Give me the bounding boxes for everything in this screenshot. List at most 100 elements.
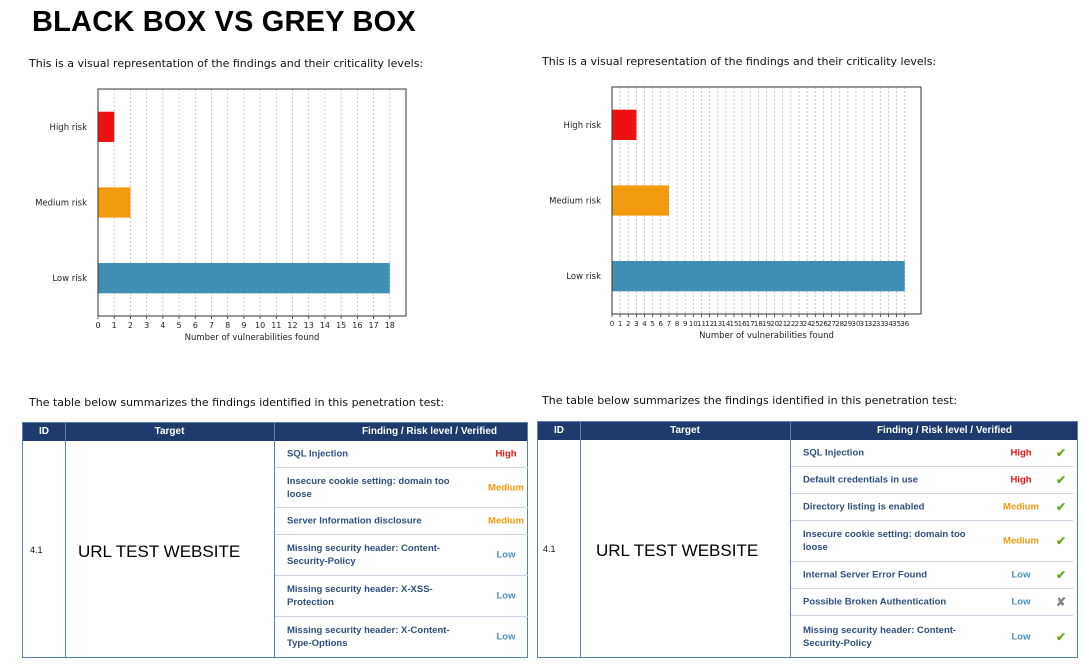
finding-row: Default credentials in use High ✔ — [791, 467, 1073, 494]
tick-label: 12 — [705, 320, 714, 328]
verified-check-icon: ✔ — [1056, 629, 1067, 644]
chart-intro-text: This is a visual representation of the f… — [29, 57, 424, 70]
risk-level: Low — [496, 631, 516, 643]
finding-row: SQL Injection High — [275, 441, 528, 468]
chart-intro-text: This is a visual representation of the f… — [542, 55, 937, 68]
tick-label: 36 — [900, 320, 909, 328]
tick-label: 4 — [642, 320, 647, 328]
tick-label: 5 — [177, 321, 182, 330]
bar-low-risk — [98, 263, 390, 294]
tick-label: 29 — [843, 320, 852, 328]
header-target: Target — [670, 425, 700, 436]
header-finding: Finding / Risk level / Verified — [361, 426, 497, 437]
risk-level: Low — [1011, 631, 1031, 642]
tick-label: 0 — [95, 321, 100, 330]
risk-level: Low — [496, 590, 516, 602]
tick-label: 20 — [770, 320, 779, 328]
tick-label: 7 — [209, 321, 214, 330]
tick-label: 19 — [762, 320, 771, 328]
not-verified-cross-icon: ✘ — [1056, 595, 1067, 609]
tick-label: 14 — [320, 321, 330, 330]
findings-table: ID Target Finding / Risk level / Verifie… — [22, 422, 528, 658]
header-finding: Finding / Risk level / Verified — [876, 425, 1012, 436]
tick-label: 17 — [368, 321, 378, 330]
tick-label: 1 — [618, 320, 622, 328]
category-label: High risk — [50, 123, 88, 133]
bar-high-risk — [612, 109, 637, 140]
tick-label: 1 — [112, 321, 117, 330]
finding-row: Insecure cookie setting: domain too loos… — [791, 521, 1073, 562]
tick-label: 13 — [304, 321, 314, 330]
tick-label: 15 — [730, 320, 739, 328]
bar-high-risk — [98, 111, 115, 142]
tick-label: 33 — [876, 320, 885, 328]
tick-label: 3 — [634, 320, 638, 328]
grey-box-panel: This is a visual representation of the f… — [537, 0, 1082, 671]
risk-level: Medium — [1003, 535, 1039, 547]
target-cell: URL TEST WEBSITE — [78, 542, 241, 561]
risk-level: Low — [1011, 569, 1031, 581]
finding-row: Missing security header: X-Content-Type-… — [275, 617, 528, 657]
finding-name: Insecure cookie setting: domain too loos… — [287, 475, 450, 500]
tick-label: 15 — [336, 321, 346, 330]
id-cell: 4.1 — [30, 545, 43, 555]
tick-label: 21 — [778, 320, 787, 328]
tick-label: 7 — [667, 320, 671, 328]
category-label: Low risk — [52, 274, 87, 284]
tick-label: 18 — [385, 321, 395, 330]
tick-label: 9 — [683, 320, 687, 328]
tick-label: 18 — [754, 320, 763, 328]
header-target: Target — [154, 426, 185, 437]
finding-row: Server Information disclosure Medium — [275, 508, 528, 535]
finding-name: Possible Broken Authentication — [803, 596, 947, 608]
tick-label: 4 — [160, 321, 165, 330]
tick-label: 10 — [255, 321, 265, 330]
risk-level: Medium — [488, 482, 524, 493]
tick-label: 6 — [659, 320, 664, 328]
tick-label: 8 — [675, 320, 679, 328]
page-title: BLACK BOX VS GREY BOX — [32, 6, 416, 38]
header-id: ID — [39, 426, 49, 437]
finding-row: Insecure cookie setting: domain too loos… — [275, 468, 528, 508]
tick-label: 35 — [892, 320, 901, 328]
finding-name: Missing security header: Content-Securit… — [803, 624, 957, 649]
tick-label: 0 — [610, 320, 614, 328]
category-label: Low risk — [566, 272, 601, 282]
risk-level: High — [495, 448, 517, 460]
plot-frame — [97, 88, 407, 317]
column-divider — [790, 422, 791, 657]
tick-label: 2 — [128, 321, 133, 330]
tick-label: 8 — [225, 321, 230, 330]
tick-label: 10 — [689, 320, 698, 328]
tick-label: 22 — [786, 320, 795, 328]
finding-name: Missing security header: X-XSS-Protectio… — [287, 584, 433, 608]
tick-label: 11 — [697, 320, 706, 328]
finding-name: Missing security header: X-Content-Type-… — [287, 625, 450, 649]
column-divider — [274, 423, 275, 657]
risk-level: High — [1010, 474, 1032, 486]
risk-level: Low — [496, 549, 516, 561]
bar-medium-risk — [98, 187, 131, 218]
verified-check-icon: ✔ — [1056, 534, 1067, 548]
tick-label: 26 — [819, 320, 828, 328]
risk-level: High — [1010, 447, 1032, 459]
tick-label: 23 — [795, 320, 804, 328]
verified-check-icon: ✔ — [1056, 568, 1067, 582]
finding-name: SQL Injection — [287, 448, 349, 460]
tick-label: 14 — [721, 320, 730, 328]
risk-level: Medium — [488, 515, 524, 527]
tick-label: 9 — [241, 321, 246, 330]
id-cell: 4.1 — [543, 544, 556, 554]
table-header: ID Target Finding / Risk level / Verifie… — [23, 423, 527, 441]
table-header: ID Target Finding / Risk level / Verifie… — [538, 422, 1077, 440]
category-label: High risk — [564, 121, 602, 131]
verified-check-icon: ✔ — [1056, 446, 1067, 460]
tick-label: 16 — [738, 320, 747, 328]
tick-label: 16 — [352, 321, 362, 330]
finding-row: Missing security header: Content-Securit… — [791, 616, 1073, 657]
tick-label: 31 — [860, 320, 869, 328]
tick-label: 17 — [746, 320, 755, 328]
tick-label: 3 — [144, 321, 149, 330]
finding-row: Possible Broken Authentication Low ✘ — [791, 589, 1073, 616]
